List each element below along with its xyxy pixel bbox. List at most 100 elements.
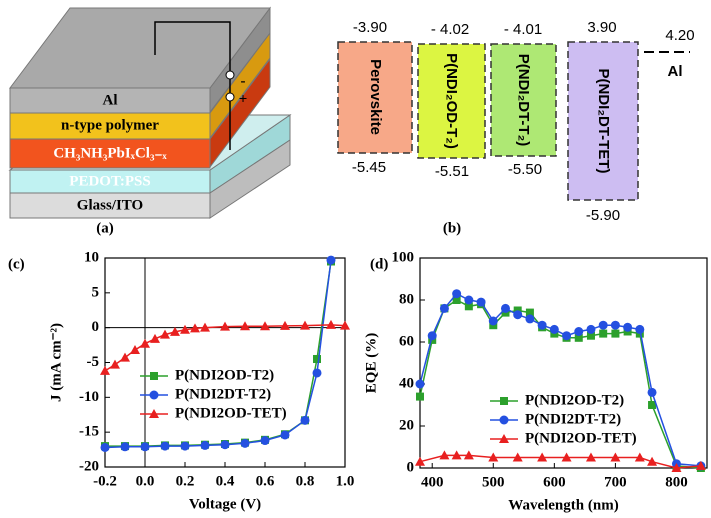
marker [200,440,210,450]
minus-sign: - [241,73,246,89]
y-tick-label: 100 [392,249,415,265]
legend-label: P(NDI2DT-T2) [525,411,621,427]
series-line [104,324,346,372]
y-tick-label: -15 [79,424,99,440]
x-axis-title: Wavelength (nm) [508,497,618,513]
level-box [567,41,639,201]
y-tick-label: 40 [399,375,414,391]
y-axis-title: J (mA cm⁻²) [48,323,64,402]
legend-marker [499,434,509,443]
marker [537,320,547,330]
panel-label: (c) [8,256,25,272]
level-value: -5.51 [435,163,469,180]
panel-label: (b) [443,220,461,236]
level-value: -5.50 [508,161,542,178]
marker [170,326,180,336]
marker [452,296,461,304]
marker [416,392,424,401]
marker [647,456,658,466]
marker [220,440,230,450]
marker [190,323,200,333]
marker [476,297,486,307]
level-value: 4.20 [665,27,694,44]
x-tick-label: 0.4 [216,473,235,489]
x-tick-label: 600 [543,474,566,490]
series-line [419,292,701,467]
legend-label: P(NDI2DT-T2) [175,386,271,402]
marker [439,303,449,313]
perovskite-layer [9,138,211,169]
x-tick-label: 0.6 [256,473,275,489]
marker [280,430,290,440]
y-axis-title: EQE (%) [363,333,379,393]
marker [439,450,450,460]
marker [326,255,336,265]
material-name: Perovskite [367,59,384,135]
x-tick-label: 0.0 [136,473,155,489]
marker [300,320,310,330]
y-tick-label: -5 [87,354,100,370]
marker [598,320,608,330]
marker [525,308,534,317]
marker [150,333,160,343]
marker [180,441,190,451]
circuit-wire [154,21,231,150]
marker [464,302,473,311]
legend-marker [150,372,158,380]
marker [647,387,657,397]
material-name: P(NDI₂DT-T₂) [515,54,532,146]
marker [695,460,706,470]
panel-label: (a) [96,220,114,236]
layer-label: PEDOT:PSS [69,173,150,189]
y-tick-label: 60 [399,333,414,349]
x-tick-label: 500 [482,474,505,490]
marker [260,436,270,446]
x-axis-title: Voltage (V) [189,496,261,512]
marker [599,329,608,338]
level-value: - 4.01 [504,21,542,38]
plus-sign: + [239,91,248,107]
marker [452,289,462,299]
marker [648,401,657,409]
y-tick-label: 0 [407,459,415,475]
legend-label: P(NDI2OD-TET) [175,405,287,421]
device-diagram: - + Al n-type polymer CH₃NH₃PbIₓCl₃₋ₓ PE… [8,6,292,236]
material-name: P(NDI₂DT-TET) [595,69,612,174]
marker [463,450,474,460]
legend-label: P(NDI2OD-T2) [525,392,624,408]
marker [561,452,572,462]
series-line [419,299,701,469]
marker [513,310,523,320]
level-value: - 4.02 [431,21,469,38]
marker [130,344,140,354]
x-tick-label: 1.0 [336,473,355,489]
marker [110,359,120,369]
marker [585,452,596,462]
marker [537,452,548,462]
marker [140,442,150,452]
marker [512,452,523,462]
marker [549,324,559,334]
x-tick-label: -0.2 [93,473,117,489]
marker [300,415,310,425]
marker [488,316,498,326]
marker [240,321,250,331]
y-tick-label: 5 [92,284,100,300]
marker [160,329,170,339]
legend-marker [500,397,508,405]
marker [488,452,499,462]
marker [525,314,535,324]
y-tick-label: 10 [84,249,99,265]
marker [451,450,462,460]
marker [340,320,350,330]
marker [574,327,584,336]
level-value: 3.90 [587,19,616,36]
level-box [417,43,486,159]
marker [260,321,270,331]
x-tick-label: 0.8 [296,473,315,489]
y-tick-label: 0 [92,319,100,335]
y-tick-label: -10 [79,389,99,405]
layer-label: Al [103,92,118,108]
marker [562,331,572,341]
